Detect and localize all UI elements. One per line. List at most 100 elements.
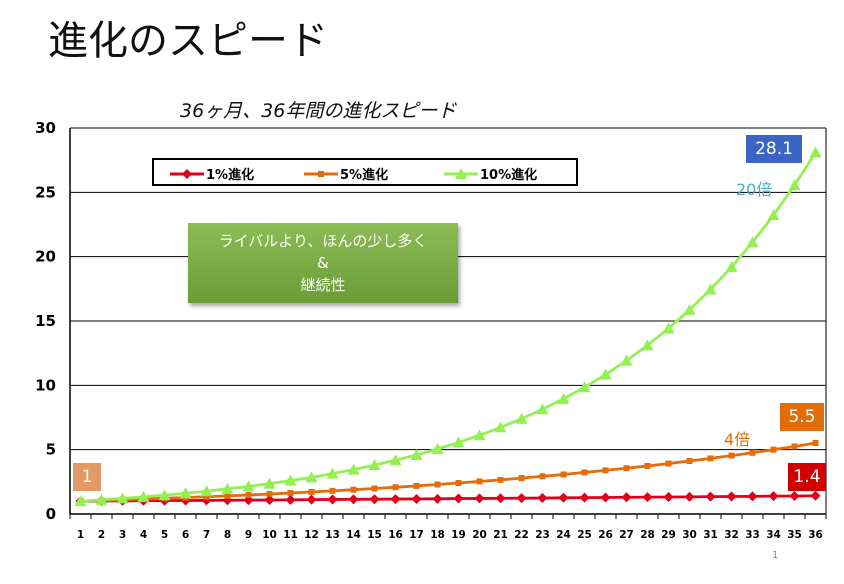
x-tick-label: 23 bbox=[535, 529, 550, 541]
data-point-1pct bbox=[432, 493, 443, 504]
data-point-5pct bbox=[224, 492, 231, 499]
x-tick-label: 15 bbox=[367, 529, 382, 541]
x-tick-label: 7 bbox=[203, 529, 210, 541]
data-point-10pct bbox=[95, 493, 108, 505]
data-point-10pct bbox=[179, 487, 192, 499]
data-point-1pct bbox=[390, 494, 401, 505]
data-point-5pct bbox=[413, 482, 420, 489]
legend-marker-1pct bbox=[170, 168, 204, 179]
data-point-10pct bbox=[221, 482, 234, 494]
data-point-5pct bbox=[476, 478, 483, 485]
data-point-10pct bbox=[788, 179, 801, 191]
data-point-10pct bbox=[662, 322, 675, 334]
data-point-5pct bbox=[539, 473, 546, 480]
x-tick-label: 26 bbox=[598, 529, 613, 541]
data-point-1pct bbox=[495, 493, 506, 504]
data-point-1pct bbox=[705, 491, 716, 502]
data-point-5pct bbox=[665, 460, 672, 467]
data-point-1pct bbox=[684, 491, 695, 502]
legend-marker-5pct bbox=[304, 170, 338, 177]
data-point-10pct bbox=[200, 485, 213, 497]
x-tick-label: 6 bbox=[182, 529, 189, 541]
data-point-5pct bbox=[602, 467, 609, 474]
data-point-10pct bbox=[116, 492, 129, 504]
callout-start: 1 bbox=[73, 463, 101, 491]
data-point-10pct bbox=[767, 209, 780, 221]
data-point-10pct bbox=[74, 495, 87, 507]
x-tick-label: 11 bbox=[283, 529, 298, 541]
note-line-3: 継続性 bbox=[300, 276, 346, 294]
data-point-1pct bbox=[537, 493, 548, 504]
data-point-10pct bbox=[683, 303, 696, 315]
data-point-5pct bbox=[770, 446, 777, 453]
x-tick-label: 22 bbox=[514, 529, 529, 541]
data-point-1pct bbox=[264, 494, 275, 505]
x-tick-label: 35 bbox=[787, 529, 802, 541]
data-point-1pct bbox=[348, 494, 359, 505]
data-point-5pct bbox=[329, 487, 336, 494]
data-point-10pct bbox=[431, 443, 444, 455]
data-point-5pct bbox=[707, 455, 714, 462]
data-point-5pct bbox=[497, 476, 504, 483]
data-point-1pct bbox=[642, 492, 653, 503]
y-tick-label: 15 bbox=[35, 312, 56, 330]
data-point-10pct bbox=[263, 477, 276, 489]
data-point-1pct bbox=[327, 494, 338, 505]
data-point-10pct bbox=[515, 412, 528, 424]
data-point-1pct bbox=[453, 493, 464, 504]
x-tick-label: 32 bbox=[724, 529, 739, 541]
x-tick-label: 28 bbox=[640, 529, 655, 541]
data-point-10pct bbox=[368, 459, 381, 471]
data-point-10pct bbox=[578, 381, 591, 393]
data-point-10pct bbox=[284, 474, 297, 486]
data-point-10pct bbox=[389, 454, 402, 466]
legend-item-10pct: 10%進化 bbox=[444, 164, 537, 183]
series-10pct bbox=[74, 146, 822, 507]
data-point-5pct bbox=[350, 486, 357, 493]
data-point-5pct bbox=[371, 485, 378, 492]
data-point-10pct bbox=[410, 448, 423, 460]
data-point-5pct bbox=[791, 443, 798, 450]
data-point-10pct bbox=[347, 463, 360, 475]
data-point-1pct bbox=[768, 491, 779, 502]
x-tick-label: 17 bbox=[409, 529, 424, 541]
x-tick-label: 25 bbox=[577, 529, 592, 541]
data-point-1pct bbox=[747, 491, 758, 502]
data-point-5pct bbox=[728, 452, 735, 459]
data-point-10pct bbox=[137, 490, 150, 502]
legend-label-10pct: 10%進化 bbox=[480, 168, 538, 183]
data-point-10pct bbox=[599, 368, 612, 380]
x-tick-label: 2 bbox=[98, 529, 105, 541]
x-tick-label: 19 bbox=[451, 529, 466, 541]
note-line-1: ライバルより、ほんの少し多く bbox=[218, 232, 428, 250]
x-tick-label: 9 bbox=[245, 529, 252, 541]
x-tick-label: 3 bbox=[119, 529, 126, 541]
x-tick-label: 10 bbox=[262, 529, 277, 541]
x-tick-label: 34 bbox=[766, 529, 781, 541]
data-point-1pct bbox=[306, 494, 317, 505]
x-tick-label: 5 bbox=[161, 529, 168, 541]
ratio-label-10pct: 20倍 bbox=[736, 180, 773, 199]
x-tick-label: 33 bbox=[745, 529, 760, 541]
callout-1pct-end: 1.4 bbox=[788, 463, 826, 491]
grid-lines bbox=[70, 127, 826, 451]
x-tick-label: 27 bbox=[619, 529, 634, 541]
data-point-1pct bbox=[810, 490, 821, 501]
data-point-5pct bbox=[455, 479, 462, 486]
legend-label-1pct: 1%進化 bbox=[206, 168, 255, 183]
data-point-1pct bbox=[369, 494, 380, 505]
data-point-5pct bbox=[812, 439, 819, 446]
x-tick-labels: 1 2 3 4 5 6 7 8 9 10 11 12 13 14 15 16 17 18 19 20 21 22 23 24 2… bbox=[77, 529, 823, 541]
note-line-2: & bbox=[317, 254, 329, 272]
legend-marker-10pct bbox=[444, 167, 478, 179]
data-point-1pct bbox=[285, 494, 296, 505]
data-point-10pct bbox=[158, 489, 171, 501]
x-tick-label: 18 bbox=[430, 529, 445, 541]
data-point-1pct bbox=[474, 493, 485, 504]
x-tick-label: 21 bbox=[493, 529, 508, 541]
data-point-10pct bbox=[641, 339, 654, 351]
y-tick-label: 5 bbox=[46, 441, 56, 459]
x-tick-label: 13 bbox=[325, 529, 340, 541]
data-point-10pct bbox=[326, 467, 339, 479]
